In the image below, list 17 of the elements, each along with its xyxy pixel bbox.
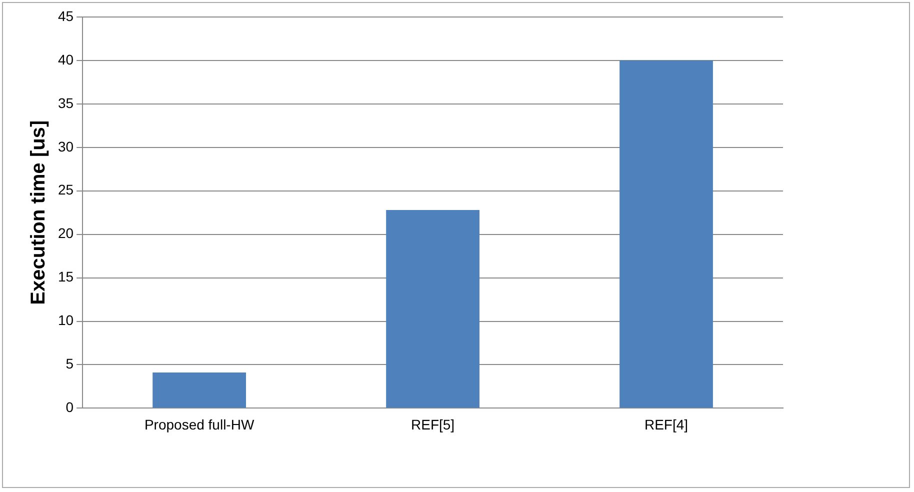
bar [386, 210, 480, 408]
x-tick-label: Proposed full-HW [144, 416, 255, 432]
y-tick-label: 0 [66, 399, 74, 416]
y-tick-label: 15 [58, 268, 74, 285]
y-tick-label: 45 [58, 8, 74, 24]
y-axis-title: Execution time [us] [28, 120, 50, 305]
x-tick-label: REF[5] [410, 416, 455, 432]
y-tick-label: 5 [66, 356, 74, 372]
bar [152, 372, 246, 408]
y-tick-label: 10 [58, 312, 74, 328]
y-tick-label: 35 [58, 94, 74, 111]
bar [620, 60, 713, 408]
x-tick-label: REF[4] [644, 416, 688, 432]
y-tick-label: 30 [58, 138, 74, 154]
y-tick-label: 40 [58, 51, 74, 68]
y-tick-label: 20 [58, 225, 74, 242]
y-tick-label: 25 [58, 182, 74, 198]
